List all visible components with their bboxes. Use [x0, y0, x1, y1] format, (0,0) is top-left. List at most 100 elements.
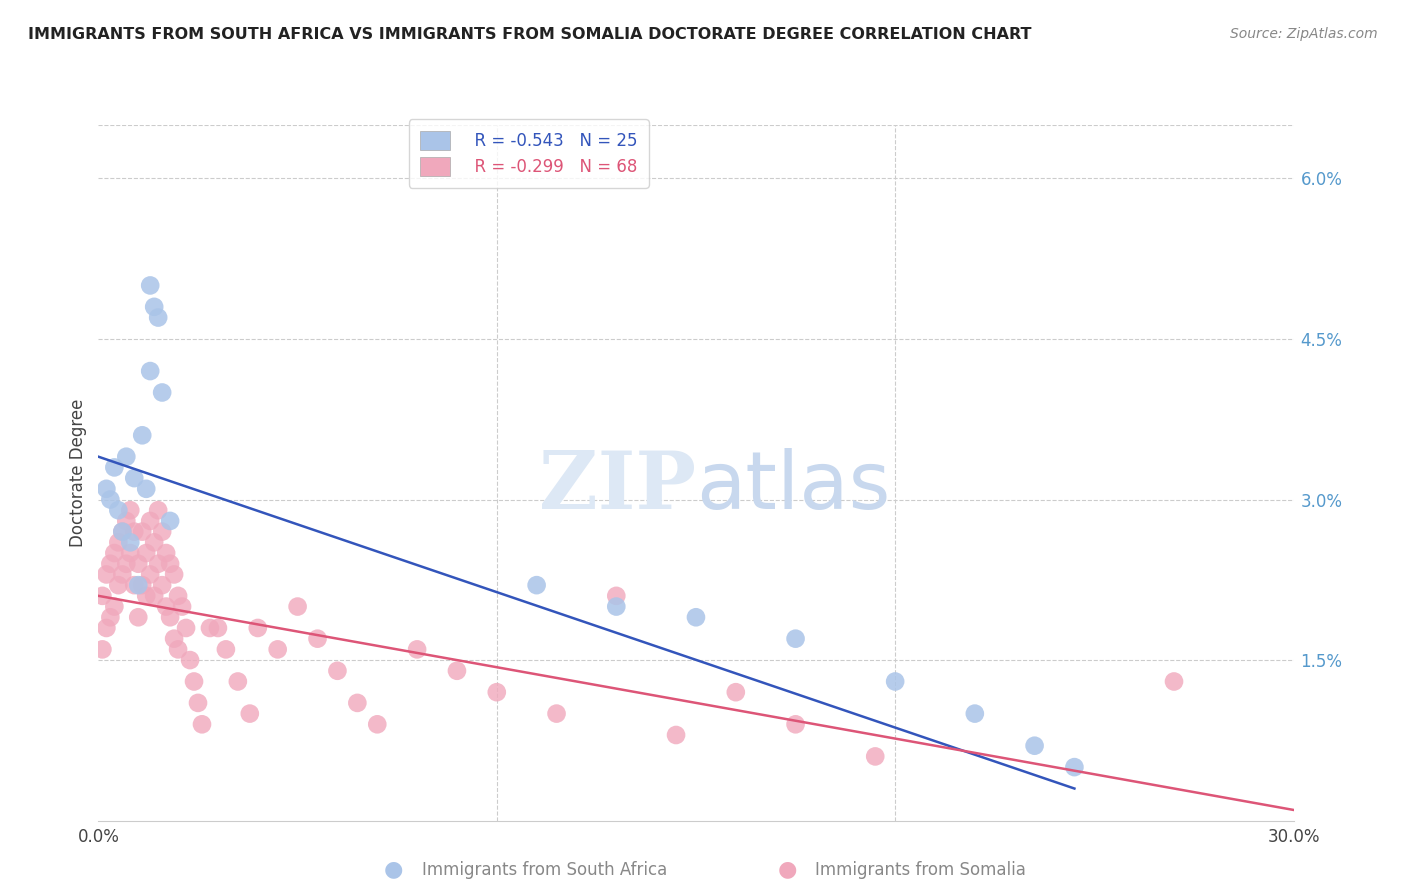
Point	[785, 717, 807, 731]
Point	[131, 524, 153, 539]
Point	[143, 535, 166, 549]
Point	[150, 385, 173, 400]
Point	[91, 642, 114, 657]
Point	[183, 674, 205, 689]
Point	[139, 364, 162, 378]
Point	[103, 599, 125, 614]
Point	[96, 482, 118, 496]
Point	[148, 557, 170, 571]
Text: ●: ●	[384, 860, 404, 880]
Point	[120, 535, 142, 549]
Point	[127, 578, 149, 592]
Point	[107, 535, 129, 549]
Point	[139, 278, 162, 293]
Point	[239, 706, 262, 721]
Point	[863, 749, 887, 764]
Point	[115, 450, 138, 464]
Point	[685, 610, 707, 624]
Point	[605, 589, 627, 603]
Point	[724, 685, 747, 699]
Point	[605, 599, 627, 614]
Point	[115, 514, 138, 528]
Point	[159, 514, 181, 528]
Point	[135, 589, 157, 603]
Point	[163, 567, 186, 582]
Point	[107, 578, 129, 592]
Point	[135, 546, 157, 560]
Point	[346, 696, 368, 710]
Point	[103, 460, 125, 475]
Point	[135, 482, 157, 496]
Point	[100, 557, 122, 571]
Point	[446, 664, 468, 678]
Point	[127, 557, 149, 571]
Point	[207, 621, 229, 635]
Point	[103, 546, 125, 560]
Point	[665, 728, 688, 742]
Point	[167, 589, 190, 603]
Point	[191, 717, 214, 731]
Point	[111, 524, 134, 539]
Point	[124, 578, 146, 592]
Text: ●: ●	[778, 860, 797, 880]
Point	[287, 599, 309, 614]
Point	[226, 674, 249, 689]
Point	[155, 546, 177, 560]
Text: Source: ZipAtlas.com: Source: ZipAtlas.com	[1230, 27, 1378, 41]
Point	[120, 546, 142, 560]
Point	[215, 642, 238, 657]
Point	[131, 578, 153, 592]
Point	[179, 653, 201, 667]
Point	[120, 503, 142, 517]
Point	[174, 621, 197, 635]
Point	[124, 471, 146, 485]
Y-axis label: Doctorate Degree: Doctorate Degree	[69, 399, 87, 547]
Point	[546, 706, 568, 721]
Point	[187, 696, 209, 710]
Point	[246, 621, 269, 635]
Text: Immigrants from South Africa: Immigrants from South Africa	[422, 861, 666, 879]
Point	[100, 610, 122, 624]
Point	[143, 300, 166, 314]
Point	[1163, 674, 1185, 689]
Point	[139, 567, 162, 582]
Point	[111, 567, 134, 582]
Point	[127, 610, 149, 624]
Point	[406, 642, 429, 657]
Point	[100, 492, 122, 507]
Point	[107, 503, 129, 517]
Text: Immigrants from Somalia: Immigrants from Somalia	[815, 861, 1026, 879]
Point	[131, 428, 153, 442]
Point	[267, 642, 290, 657]
Point	[326, 664, 349, 678]
Point	[115, 557, 138, 571]
Point	[963, 706, 986, 721]
Point	[111, 524, 134, 539]
Text: IMMIGRANTS FROM SOUTH AFRICA VS IMMIGRANTS FROM SOMALIA DOCTORATE DEGREE CORRELA: IMMIGRANTS FROM SOUTH AFRICA VS IMMIGRAN…	[28, 27, 1032, 42]
Point	[366, 717, 388, 731]
Point	[139, 514, 162, 528]
Point	[150, 524, 173, 539]
Point	[785, 632, 807, 646]
Point	[1063, 760, 1085, 774]
Point	[91, 589, 114, 603]
Point	[96, 567, 118, 582]
Legend:   R = -0.543   N = 25,   R = -0.299   N = 68: R = -0.543 N = 25, R = -0.299 N = 68	[409, 120, 648, 188]
Point	[198, 621, 221, 635]
Point	[96, 621, 118, 635]
Point	[307, 632, 329, 646]
Text: atlas: atlas	[696, 448, 890, 525]
Point	[155, 599, 177, 614]
Point	[172, 599, 194, 614]
Point	[124, 524, 146, 539]
Text: ZIP: ZIP	[538, 448, 696, 525]
Point	[143, 589, 166, 603]
Point	[148, 503, 170, 517]
Point	[485, 685, 508, 699]
Point	[884, 674, 907, 689]
Point	[526, 578, 548, 592]
Point	[159, 610, 181, 624]
Point	[163, 632, 186, 646]
Point	[1024, 739, 1046, 753]
Point	[150, 578, 173, 592]
